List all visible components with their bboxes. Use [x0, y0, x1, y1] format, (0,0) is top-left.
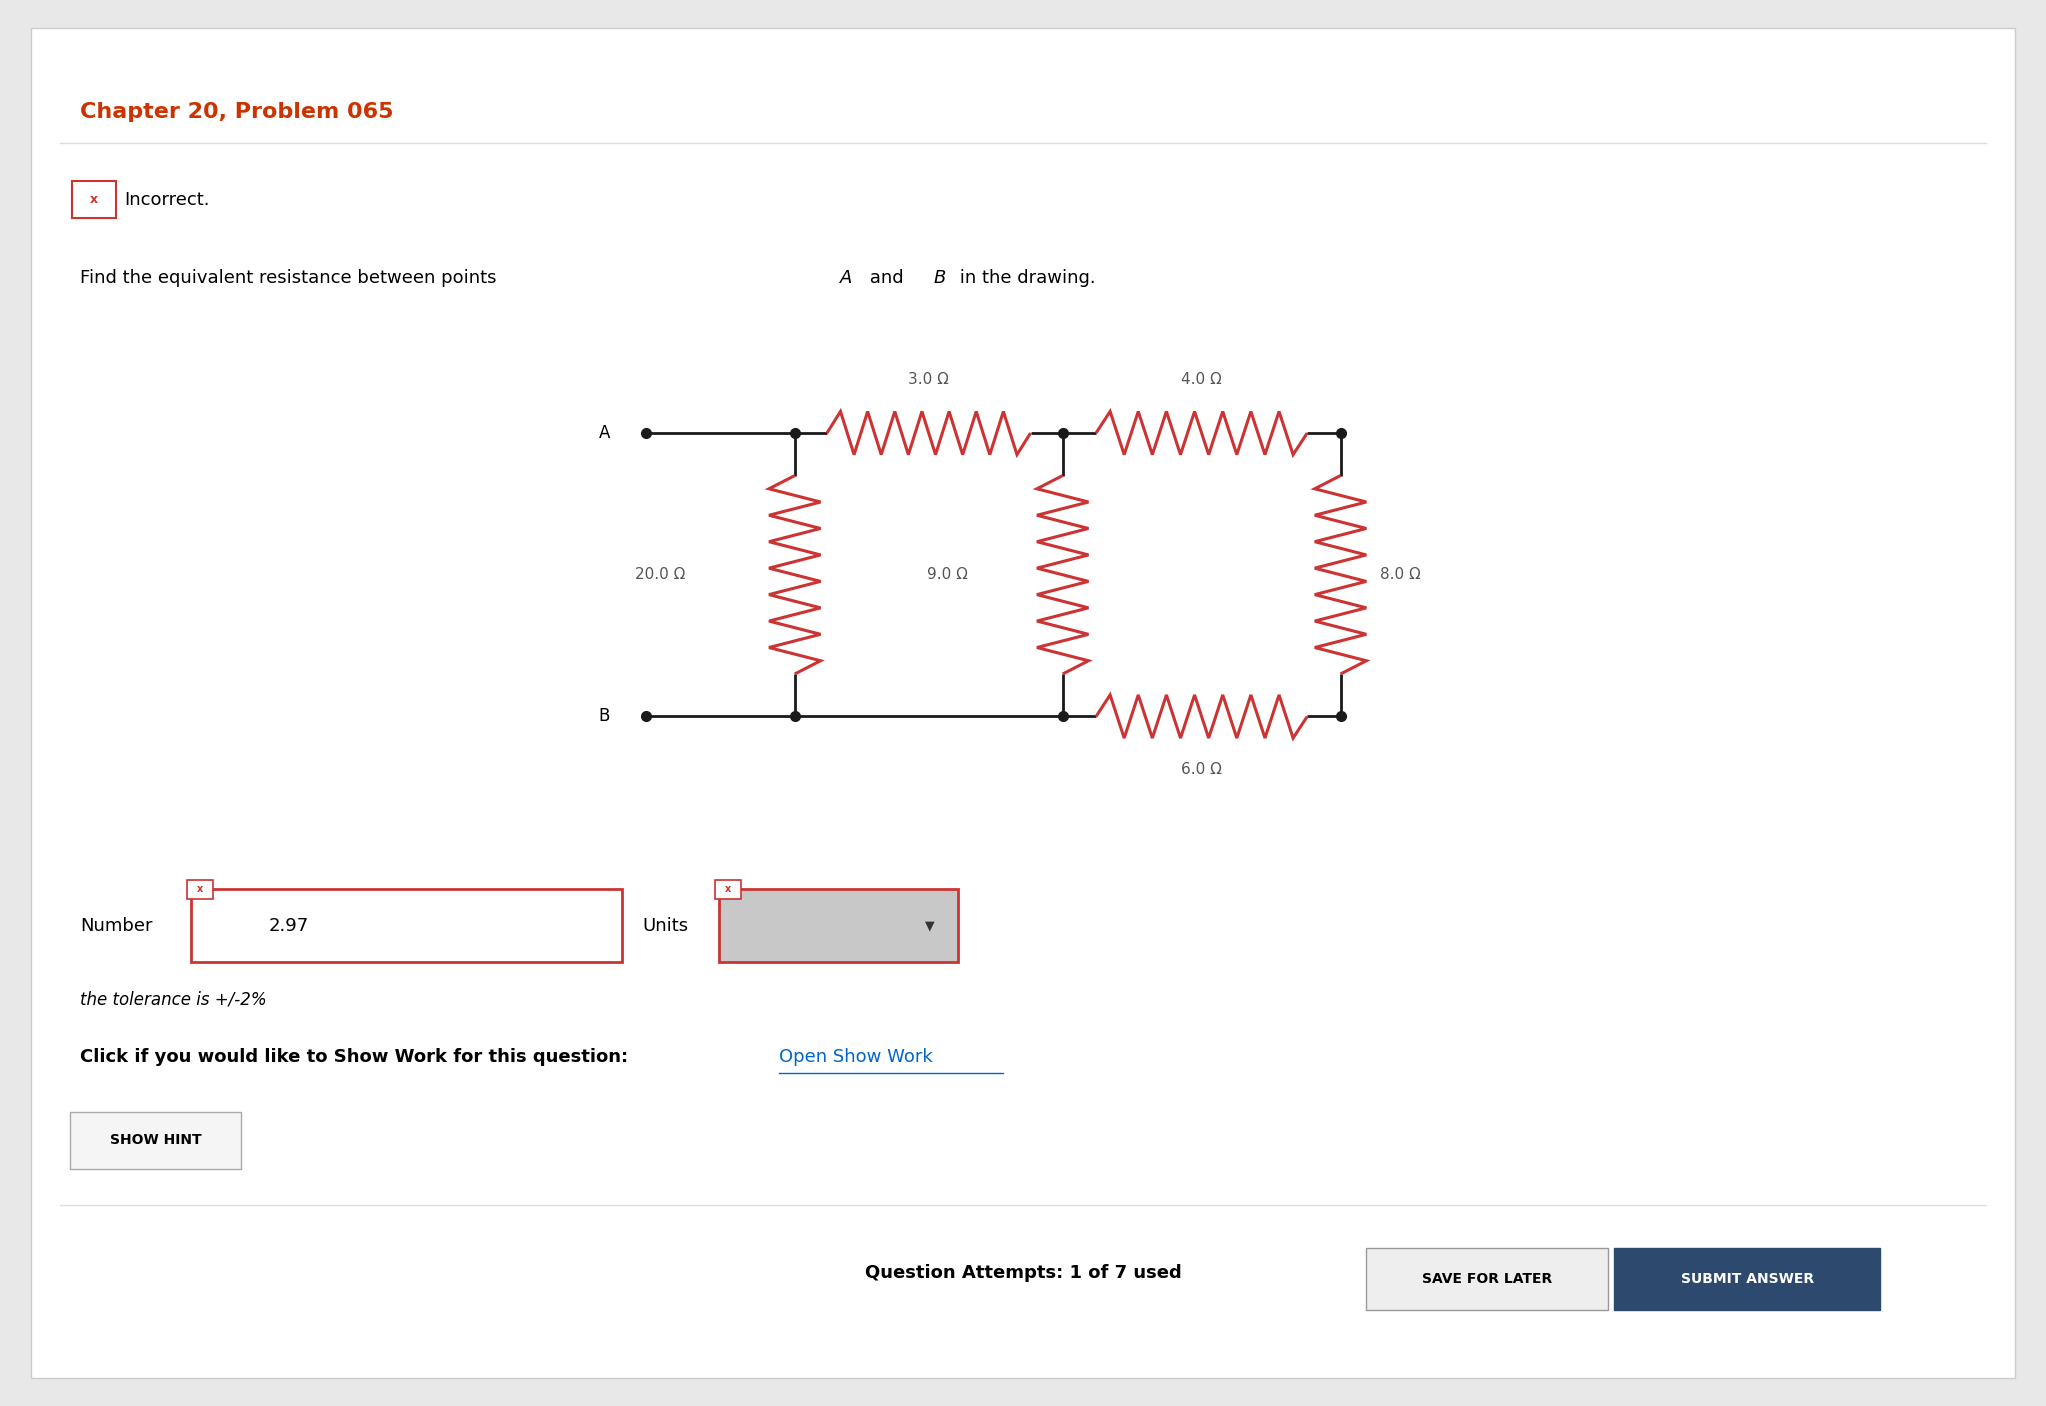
- Text: x: x: [724, 884, 730, 894]
- Text: x: x: [196, 884, 203, 894]
- Text: in the drawing.: in the drawing.: [953, 269, 1095, 287]
- Text: 4.0 Ω: 4.0 Ω: [1181, 373, 1221, 387]
- FancyBboxPatch shape: [70, 1112, 241, 1168]
- FancyBboxPatch shape: [188, 880, 213, 898]
- Text: 3.0 Ω: 3.0 Ω: [908, 373, 949, 387]
- Text: Incorrect.: Incorrect.: [125, 191, 209, 208]
- FancyBboxPatch shape: [1614, 1249, 1880, 1310]
- Text: SAVE FOR LATER: SAVE FOR LATER: [1422, 1272, 1553, 1286]
- Text: Number: Number: [80, 917, 153, 935]
- Text: Chapter 20, Problem 065: Chapter 20, Problem 065: [80, 103, 393, 122]
- Text: the tolerance is +/-2%: the tolerance is +/-2%: [80, 991, 266, 1010]
- Text: B: B: [933, 269, 945, 287]
- Text: and: and: [863, 269, 910, 287]
- Text: Open Show Work: Open Show Work: [780, 1047, 933, 1066]
- Text: Units: Units: [642, 917, 687, 935]
- Text: 20.0 Ω: 20.0 Ω: [634, 567, 685, 582]
- Text: Question Attempts: 1 of 7 used: Question Attempts: 1 of 7 used: [865, 1264, 1181, 1282]
- Text: A: A: [841, 269, 853, 287]
- Text: B: B: [599, 707, 610, 725]
- FancyBboxPatch shape: [720, 889, 958, 962]
- Text: Find the equivalent resistance between points: Find the equivalent resistance between p…: [80, 269, 503, 287]
- Text: 9.0 Ω: 9.0 Ω: [927, 567, 968, 582]
- FancyBboxPatch shape: [716, 880, 741, 898]
- Text: Click if you would like to Show Work for this question:: Click if you would like to Show Work for…: [80, 1047, 628, 1066]
- Text: SUBMIT ANSWER: SUBMIT ANSWER: [1682, 1272, 1815, 1286]
- Text: x: x: [90, 193, 98, 207]
- FancyBboxPatch shape: [31, 28, 2015, 1378]
- Text: SHOW HINT: SHOW HINT: [110, 1133, 203, 1147]
- Text: ▼: ▼: [925, 920, 935, 932]
- Text: 8.0 Ω: 8.0 Ω: [1381, 567, 1422, 582]
- Text: 2.97: 2.97: [268, 917, 309, 935]
- FancyBboxPatch shape: [1367, 1249, 1608, 1310]
- FancyBboxPatch shape: [72, 180, 117, 218]
- Text: 6.0 Ω: 6.0 Ω: [1181, 762, 1221, 778]
- Text: A: A: [599, 425, 610, 441]
- FancyBboxPatch shape: [192, 889, 622, 962]
